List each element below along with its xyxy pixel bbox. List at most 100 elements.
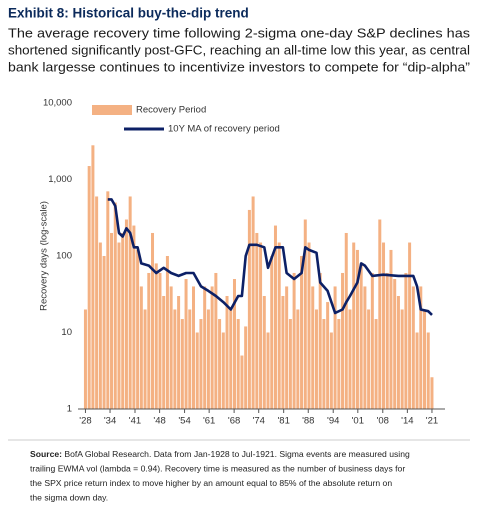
line	[107, 198, 433, 316]
x-tick-label: '61	[203, 416, 215, 427]
bar	[296, 309, 300, 409]
bar	[210, 286, 214, 409]
bar	[273, 225, 277, 409]
y-axis-label: Recovery days (log-scale)	[39, 201, 50, 311]
bar	[113, 202, 117, 409]
bar	[232, 279, 236, 409]
bar	[288, 319, 292, 409]
x-tick-label: '14	[401, 416, 413, 427]
bar	[132, 225, 136, 409]
bar	[169, 286, 173, 409]
bar	[311, 286, 315, 409]
bar	[396, 296, 400, 409]
bar	[300, 256, 304, 409]
bar	[341, 272, 345, 409]
bar	[124, 219, 128, 409]
legend-swatch	[92, 105, 132, 115]
bar	[192, 286, 196, 409]
x-tick-label: '48	[153, 416, 165, 427]
y-tick-label: 10	[61, 327, 72, 338]
source-line: the sigma down day.	[30, 493, 108, 503]
bar	[285, 286, 289, 409]
bar	[214, 272, 218, 409]
bar	[370, 272, 374, 409]
bar	[139, 286, 143, 409]
bar	[262, 296, 266, 409]
bar	[244, 326, 248, 409]
source-line: trailing EWMA vol (lambda = 0.94). Recov…	[30, 464, 405, 474]
bar	[188, 309, 192, 409]
bar	[337, 319, 341, 409]
bar	[367, 309, 371, 409]
bar	[415, 332, 419, 409]
x-tick-label: '88	[302, 416, 314, 427]
bar	[348, 309, 352, 409]
bar	[173, 309, 177, 409]
bar	[87, 166, 91, 409]
bar	[378, 219, 382, 409]
y-tick-label: 1	[67, 404, 72, 415]
x-tick-label: '28	[79, 416, 91, 427]
bar	[314, 309, 318, 409]
bar	[195, 332, 199, 409]
x-tick-label: '68	[228, 416, 240, 427]
x-tick-label: '81	[277, 416, 289, 427]
x-tick-label: '21	[426, 416, 438, 427]
bar	[382, 242, 386, 409]
y-tick-label: 10,000	[43, 98, 72, 109]
y-tick-label: 100	[56, 251, 72, 262]
bar	[218, 319, 222, 409]
bar	[363, 286, 367, 409]
bar	[229, 309, 233, 409]
bar	[180, 319, 184, 409]
bar	[128, 196, 132, 409]
bar	[281, 296, 285, 409]
bar	[154, 263, 158, 409]
bar	[165, 256, 169, 409]
bar	[393, 279, 397, 409]
bar	[408, 242, 412, 409]
bar	[143, 309, 147, 409]
x-tick-label: '41	[129, 416, 141, 427]
bar	[95, 196, 99, 409]
bar	[430, 377, 434, 409]
bar	[162, 296, 166, 409]
bar	[389, 249, 393, 409]
x-tick-label: '94	[327, 416, 339, 427]
bar	[355, 249, 359, 409]
x-tick-label: '01	[352, 416, 364, 427]
bar	[136, 249, 140, 409]
bar	[259, 242, 263, 409]
source-line: the SPX price return index to move highe…	[30, 478, 392, 488]
bar	[400, 309, 404, 409]
bar	[307, 242, 311, 409]
bar	[203, 286, 207, 409]
x-tick-label: '34	[104, 416, 116, 427]
source-label: Source:	[30, 449, 62, 459]
bar	[292, 272, 296, 409]
bar	[184, 279, 188, 409]
bar	[121, 232, 125, 409]
bar	[385, 272, 389, 409]
bar	[270, 256, 274, 409]
bar	[255, 232, 259, 409]
bar	[322, 319, 326, 409]
bar	[359, 263, 363, 409]
subtitle: shortened significantly post-GFC, reachi…	[8, 42, 470, 57]
x-tick-label: '54	[178, 416, 190, 427]
bar	[236, 319, 240, 409]
bar	[329, 332, 333, 409]
source-text: trailing EWMA vol (lambda = 0.94). Recov…	[30, 464, 405, 474]
source-line: BofA Global Research. Data from Jan-1928…	[62, 449, 410, 459]
y-tick-label: 1,000	[48, 174, 72, 185]
bar	[221, 332, 225, 409]
bar	[277, 242, 281, 409]
bar	[110, 232, 114, 409]
bar	[411, 286, 415, 409]
subtitle: bank largesse continues to incentivize i…	[8, 59, 470, 74]
bar	[326, 302, 330, 409]
bar	[344, 232, 348, 409]
subtitle: The average recovery time following 2-si…	[8, 25, 471, 40]
bar	[83, 309, 87, 409]
